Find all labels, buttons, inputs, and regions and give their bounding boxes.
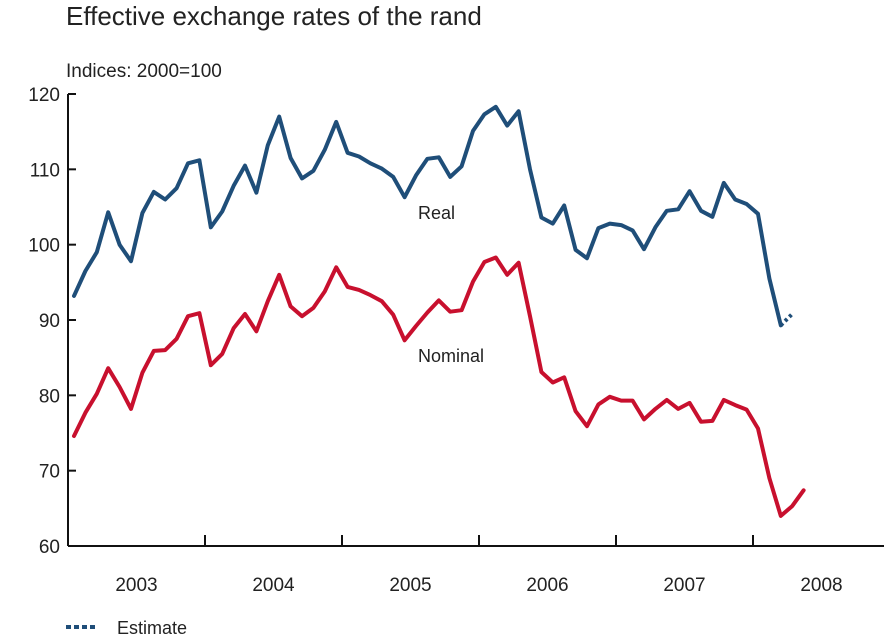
x-tick-label: 2004: [252, 575, 295, 596]
y-tick-label: 70: [39, 462, 60, 483]
series-label-real: Real: [418, 203, 455, 223]
x-tick-label: 2003: [115, 575, 157, 596]
legend: Estimate: [66, 618, 187, 638]
series-estimate-real: [779, 312, 794, 327]
y-tick-label: 120: [28, 85, 60, 106]
x-tick-label: 2006: [526, 575, 568, 596]
x-tick-label: 2007: [663, 575, 705, 596]
x-tick-label: 2008: [800, 575, 842, 596]
series-lines: [72, 104, 806, 518]
y-tick-label: 80: [39, 386, 60, 407]
series-label-nominal: Nominal: [418, 346, 484, 366]
series-line-real: [72, 104, 783, 328]
y-tick-label: 60: [39, 537, 60, 558]
x-axis: 2003 2004 2005 2006 2007 2008: [68, 535, 884, 596]
x-tick-label: 2005: [389, 575, 431, 596]
y-tick-label: 110: [30, 160, 60, 181]
legend-estimate-label: Estimate: [117, 618, 187, 638]
chart-title: Effective exchange rates of the rand: [66, 1, 482, 31]
y-tick-label: 100: [28, 236, 60, 257]
y-axis: 60 70 80 90 100 110 120: [28, 85, 76, 558]
series-line-nominal: [72, 255, 806, 518]
y-tick-label: 90: [39, 311, 60, 332]
chart-subtitle: Indices: 2000=100: [66, 61, 222, 82]
